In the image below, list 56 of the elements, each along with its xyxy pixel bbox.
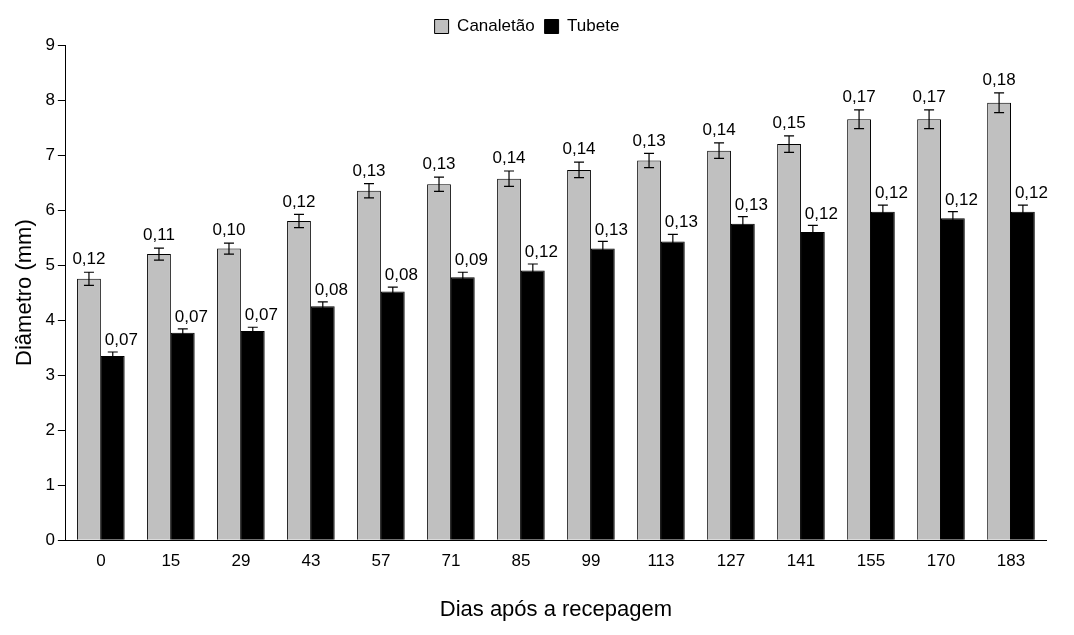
x-tick-label: 127: [716, 551, 746, 571]
annotation: 0,13: [734, 194, 768, 214]
y-tick-label: 9: [45, 34, 55, 54]
y-tick-label: 4: [45, 309, 55, 329]
annotation: 0,13: [664, 212, 698, 232]
y-tick-label: 8: [45, 89, 55, 109]
annotation: 0,14: [492, 148, 526, 168]
y-tick-label: 0: [45, 529, 55, 549]
legend-label: Tubete: [567, 16, 620, 36]
annotation: 0,15: [772, 112, 806, 132]
x-tick-label: 85: [511, 551, 531, 571]
y-tick-label: 5: [45, 254, 55, 274]
annotation: 0,13: [352, 160, 386, 180]
annotation: 0,07: [244, 305, 278, 325]
annotation: 0,07: [174, 307, 208, 327]
annotation: 0,14: [702, 120, 736, 140]
annotation: 0,10: [212, 220, 246, 240]
x-tick-label: 43: [301, 551, 321, 571]
x-tick-label: 170: [926, 551, 956, 571]
annotation: 0,17: [842, 87, 876, 107]
x-tick-label: 99: [581, 551, 601, 571]
annotation: 0,12: [944, 189, 978, 209]
annotation: 0,08: [314, 280, 348, 300]
y-tick-label: 1: [45, 474, 55, 494]
annotation: 0,12: [804, 203, 838, 223]
annotation: 0,12: [282, 191, 316, 211]
y-axis-title: Diâmetro (mm): [11, 219, 37, 366]
annotation: 0,07: [104, 330, 138, 350]
annotation: 0,12: [874, 183, 908, 203]
annotation: 0,14: [562, 139, 596, 159]
x-tick-label: 113: [647, 551, 675, 571]
x-tick-label: 0: [96, 551, 106, 571]
annotation: 0,11: [143, 225, 175, 245]
annotation: 0,12: [1014, 183, 1048, 203]
annotation: 0,13: [594, 219, 628, 239]
legend-label: Canaletão: [457, 16, 535, 36]
x-axis-title: Dias após a recepagem: [439, 595, 673, 621]
y-tick-label: 3: [45, 364, 55, 384]
annotation: 0,13: [422, 154, 456, 174]
annotation: 0,12: [524, 242, 558, 262]
y-tick-label: 6: [45, 199, 55, 219]
x-tick-label: 29: [231, 551, 251, 571]
annotation: 0,12: [72, 249, 106, 269]
annotation: 0,08: [384, 265, 418, 285]
y-tick-label: 2: [45, 419, 55, 439]
x-tick-label: 141: [786, 551, 816, 571]
y-tick-label: 7: [45, 144, 55, 164]
annotation: 0,13: [632, 130, 666, 150]
x-tick-label: 155: [856, 551, 886, 571]
x-tick-label: 15: [161, 551, 181, 571]
x-tick-label: 71: [441, 551, 461, 571]
annotation: 0,18: [982, 70, 1016, 90]
annotation: 0,09: [454, 250, 488, 270]
annotation: 0,17: [912, 87, 946, 107]
x-tick-label: 57: [371, 551, 391, 571]
x-tick-label: 183: [996, 551, 1026, 571]
